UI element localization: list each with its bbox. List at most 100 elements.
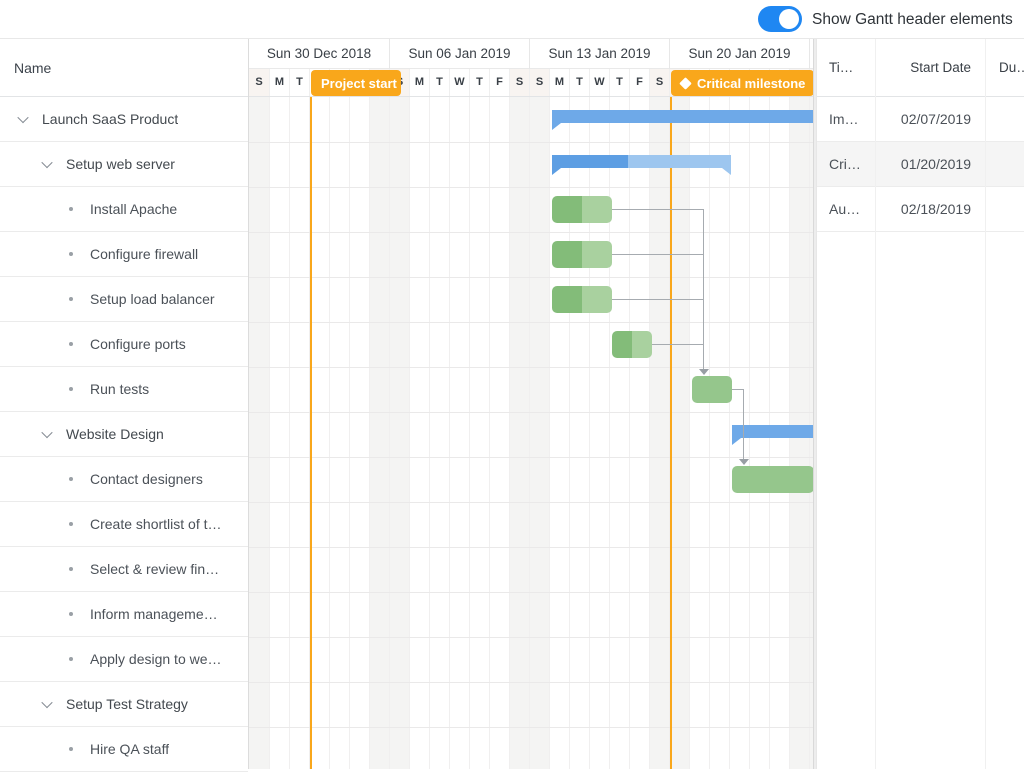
- top-toolbar: Show Gantt header elements: [0, 0, 1024, 38]
- day-gridline: [469, 97, 470, 769]
- task-row[interactable]: Website Design: [0, 412, 248, 457]
- task-row[interactable]: Configure firewall: [0, 232, 248, 277]
- grid-splitter[interactable]: [813, 39, 817, 769]
- bar-progress-segment: [582, 196, 612, 223]
- detail-grid-row[interactable]: Cri… 01/20/2019: [817, 142, 1024, 187]
- row-gridline: [249, 457, 813, 458]
- task-row[interactable]: Setup web server: [0, 142, 248, 187]
- timeline-marker-line: [670, 97, 672, 769]
- task-row[interactable]: Hire QA staff: [0, 727, 248, 772]
- task-row[interactable]: Apply design to we…: [0, 637, 248, 682]
- gantt-bar-task[interactable]: [612, 331, 652, 358]
- day-gridline: [569, 97, 570, 769]
- task-row[interactable]: Run tests: [0, 367, 248, 412]
- task-row[interactable]: Inform manageme…: [0, 592, 248, 637]
- task-name: Contact designers: [90, 471, 203, 487]
- dependency-arrow-icon: [739, 459, 749, 465]
- gantt-bar-task[interactable]: [552, 196, 612, 223]
- row-gridline: [249, 727, 813, 728]
- timeline-annotation: Critical milestone: [671, 70, 813, 96]
- bar-progress-segment: [732, 425, 813, 438]
- detail-duration-cell: [985, 142, 1024, 186]
- bullet-icon: [64, 202, 78, 216]
- show-gantt-header-toggle[interactable]: [758, 6, 802, 32]
- week-header-cell: Sun 13 Jan 2019: [529, 39, 669, 69]
- day-header-cell: S: [509, 69, 529, 96]
- detail-title-cell: Cri…: [829, 156, 861, 172]
- timeline-chart: Sun 30 Dec 2018 Sun 06 Jan 2019 Sun 13 Jan…: [248, 39, 813, 769]
- bullet-icon: [64, 382, 78, 396]
- task-row[interactable]: Configure ports: [0, 322, 248, 367]
- task-row[interactable]: Install Apache: [0, 187, 248, 232]
- dependency-line: [732, 389, 743, 390]
- task-row[interactable]: Contact designers: [0, 457, 248, 502]
- task-row[interactable]: Launch SaaS Product: [0, 97, 248, 142]
- annotation-label: Project start: [321, 75, 397, 91]
- task-row[interactable]: Setup load balancer: [0, 277, 248, 322]
- name-column-header[interactable]: Name: [0, 39, 248, 97]
- weekend-stripe: [529, 97, 549, 769]
- weekend-stripe: [369, 97, 389, 769]
- bullet-glyph: [68, 521, 74, 527]
- task-grid: Name Launch SaaS Product Setup web server…: [0, 39, 248, 772]
- chevron-down-icon[interactable]: [40, 426, 54, 441]
- day-gridline: [609, 97, 610, 769]
- row-gridline: [249, 367, 813, 368]
- bar-progress-segment: [632, 331, 652, 358]
- dependency-line: [703, 209, 704, 369]
- bullet-icon: [64, 652, 78, 666]
- chevron-down-icon[interactable]: [40, 696, 54, 711]
- task-name: Launch SaaS Product: [42, 111, 179, 127]
- task-name: Configure ports: [90, 336, 186, 352]
- day-gridline: [709, 97, 710, 769]
- bullet-icon: [64, 292, 78, 306]
- task-row[interactable]: Select & review fin…: [0, 547, 248, 592]
- bar-progress-segment: [692, 376, 732, 403]
- weekend-stripe: [249, 97, 269, 769]
- day-gridline: [549, 97, 550, 769]
- detail-column-header[interactable]: Du…: [999, 60, 1024, 75]
- day-header-cell: T: [609, 69, 629, 96]
- bullet-icon: [64, 562, 78, 576]
- chevron-glyph: [41, 426, 53, 439]
- gantt-bar-task[interactable]: [552, 286, 612, 313]
- weekend-stripe: [649, 97, 669, 769]
- chevron-glyph: [41, 156, 53, 169]
- task-row[interactable]: Setup Test Strategy: [0, 682, 248, 727]
- day-header-cell: T: [289, 69, 309, 96]
- gantt-bar-task[interactable]: [692, 376, 732, 403]
- gantt-bar-parent[interactable]: [732, 425, 813, 445]
- day-gridline: [389, 97, 390, 769]
- chart-body: [249, 97, 813, 769]
- bullet-glyph: [68, 656, 74, 662]
- bullet-icon: [64, 472, 78, 486]
- row-gridline: [249, 547, 813, 548]
- bar-progress-segment: [582, 286, 612, 313]
- gantt-bar-parent[interactable]: [552, 110, 813, 130]
- row-gridline: [249, 412, 813, 413]
- task-row[interactable]: Create shortlist of t…: [0, 502, 248, 547]
- chevron-down-icon[interactable]: [40, 156, 54, 171]
- task-name: Run tests: [90, 381, 150, 397]
- bar-progress-segment: [552, 110, 813, 123]
- detail-column-header[interactable]: Ti…: [829, 60, 854, 75]
- bullet-glyph: [68, 206, 74, 212]
- bar-progress-segment: [552, 196, 582, 223]
- gantt-bar-parent[interactable]: [552, 155, 731, 175]
- detail-grid-row[interactable]: Im… 02/07/2019: [817, 97, 1024, 142]
- day-gridline: [429, 97, 430, 769]
- day-gridline: [589, 97, 590, 769]
- chevron-down-icon[interactable]: [16, 111, 30, 126]
- day-gridline: [649, 97, 650, 769]
- day-gridline: [289, 97, 290, 769]
- detail-column-header[interactable]: Start Date: [910, 60, 971, 75]
- detail-duration-cell: [985, 97, 1024, 141]
- dependency-line: [612, 299, 703, 300]
- day-header-cell: T: [469, 69, 489, 96]
- day-header-cell: W: [589, 69, 609, 96]
- day-header-cell: S: [649, 69, 669, 96]
- detail-grid-row[interactable]: Au… 02/18/2019: [817, 187, 1024, 232]
- day-gridline: [729, 97, 730, 769]
- gantt-bar-task[interactable]: [552, 241, 612, 268]
- gantt-bar-task[interactable]: [732, 466, 813, 493]
